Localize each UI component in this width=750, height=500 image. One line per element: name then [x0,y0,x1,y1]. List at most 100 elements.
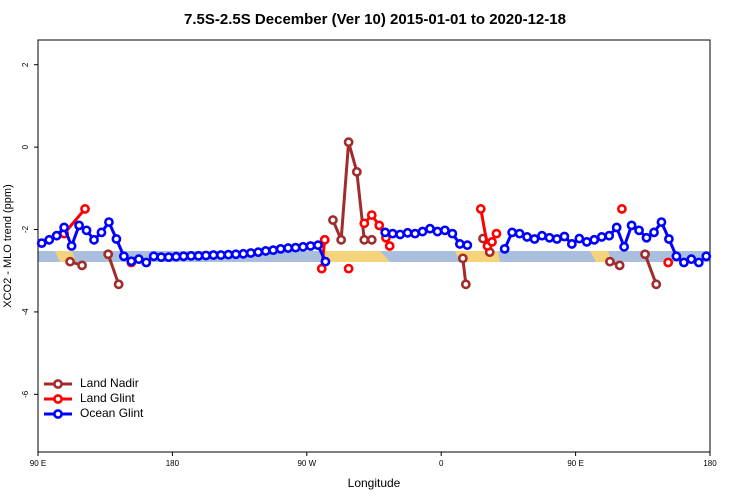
data-point [663,257,674,268]
data-point [89,234,99,245]
data-point [305,241,316,251]
data-point [487,236,497,247]
data-point [581,236,592,247]
data-point [514,228,525,239]
y-tick-label: -2 [21,225,30,233]
data-point [457,253,468,264]
data-point [148,251,159,262]
data-point [432,226,443,237]
data-point [384,241,395,251]
data-point [111,234,122,244]
data-point [374,220,385,231]
data-point [113,279,124,290]
data-point [268,245,279,256]
data-point [529,234,540,244]
data-point [260,246,271,256]
data-point [522,232,532,242]
y-tick-label: 0 [21,144,30,149]
data-point [216,250,226,260]
data-point [66,241,77,251]
data-point [619,241,630,252]
data-point [208,250,219,260]
data-point [320,256,331,267]
data-point [387,228,398,239]
data-point [118,251,129,262]
data-point [238,248,249,259]
legend-label: Ocean Glint [80,406,144,420]
data-point [440,225,450,236]
data-point [313,240,323,251]
data-point [552,234,562,244]
data-point [410,228,420,239]
data-point [589,234,600,245]
data-point [651,279,662,290]
data-point [298,241,308,252]
data-point [671,251,682,262]
data-point [245,248,256,258]
legend-marker [53,379,63,389]
data-point [51,230,62,241]
data-point [223,249,234,260]
data-point [351,166,362,177]
data-point [359,234,370,245]
data-point [395,229,406,240]
data-point [499,243,510,254]
data-point [81,225,92,236]
data-point [537,230,547,241]
data-point [604,230,615,241]
series-line [69,141,658,285]
legend-label: Land Nadir [80,376,139,390]
data-point [574,233,585,244]
data-point [544,232,555,243]
data-point [686,254,697,265]
data-point [640,249,650,260]
data-point [343,263,354,274]
y-tick-label: -4 [21,308,30,316]
data-point [103,249,114,260]
x-tick-label: 0 [439,459,444,468]
data-point [417,226,428,237]
data-point [626,220,637,231]
data-point [491,228,502,239]
data-point [649,227,659,238]
x-tick-label: 90 E [567,459,583,468]
data-point [614,260,625,271]
legend-marker [53,394,63,404]
data-point [126,256,137,267]
data-point [133,254,144,265]
data-point [460,279,471,290]
data-point [316,263,327,274]
data-point [425,223,435,234]
data-point [96,227,107,238]
data-point [475,204,486,214]
data-point [77,260,87,271]
data-point [336,234,347,245]
data-point [616,204,627,214]
data-point [380,227,391,238]
data-point [65,256,76,267]
data-point [402,227,413,238]
data-point [447,228,458,239]
land-band [322,251,390,262]
data-point [104,217,114,228]
data-point [275,243,286,254]
data-point [605,256,615,267]
data-point [693,257,704,268]
data-point [230,249,241,260]
x-axis-label: Longitude [348,476,401,490]
y-tick-label: 2 [21,62,30,67]
x-tick-label: 180 [166,459,180,468]
data-point [507,227,518,238]
x-tick-label: 90 E [30,459,46,468]
legend-label: Land Glint [80,391,135,405]
data-point [59,222,70,233]
data-point [559,231,570,242]
data-point [186,250,196,261]
y-tick-label: -6 [21,390,30,398]
data-point [664,234,674,244]
data-point [163,252,174,263]
data-point [193,250,204,261]
data-point [596,232,607,242]
data-point [80,204,90,214]
